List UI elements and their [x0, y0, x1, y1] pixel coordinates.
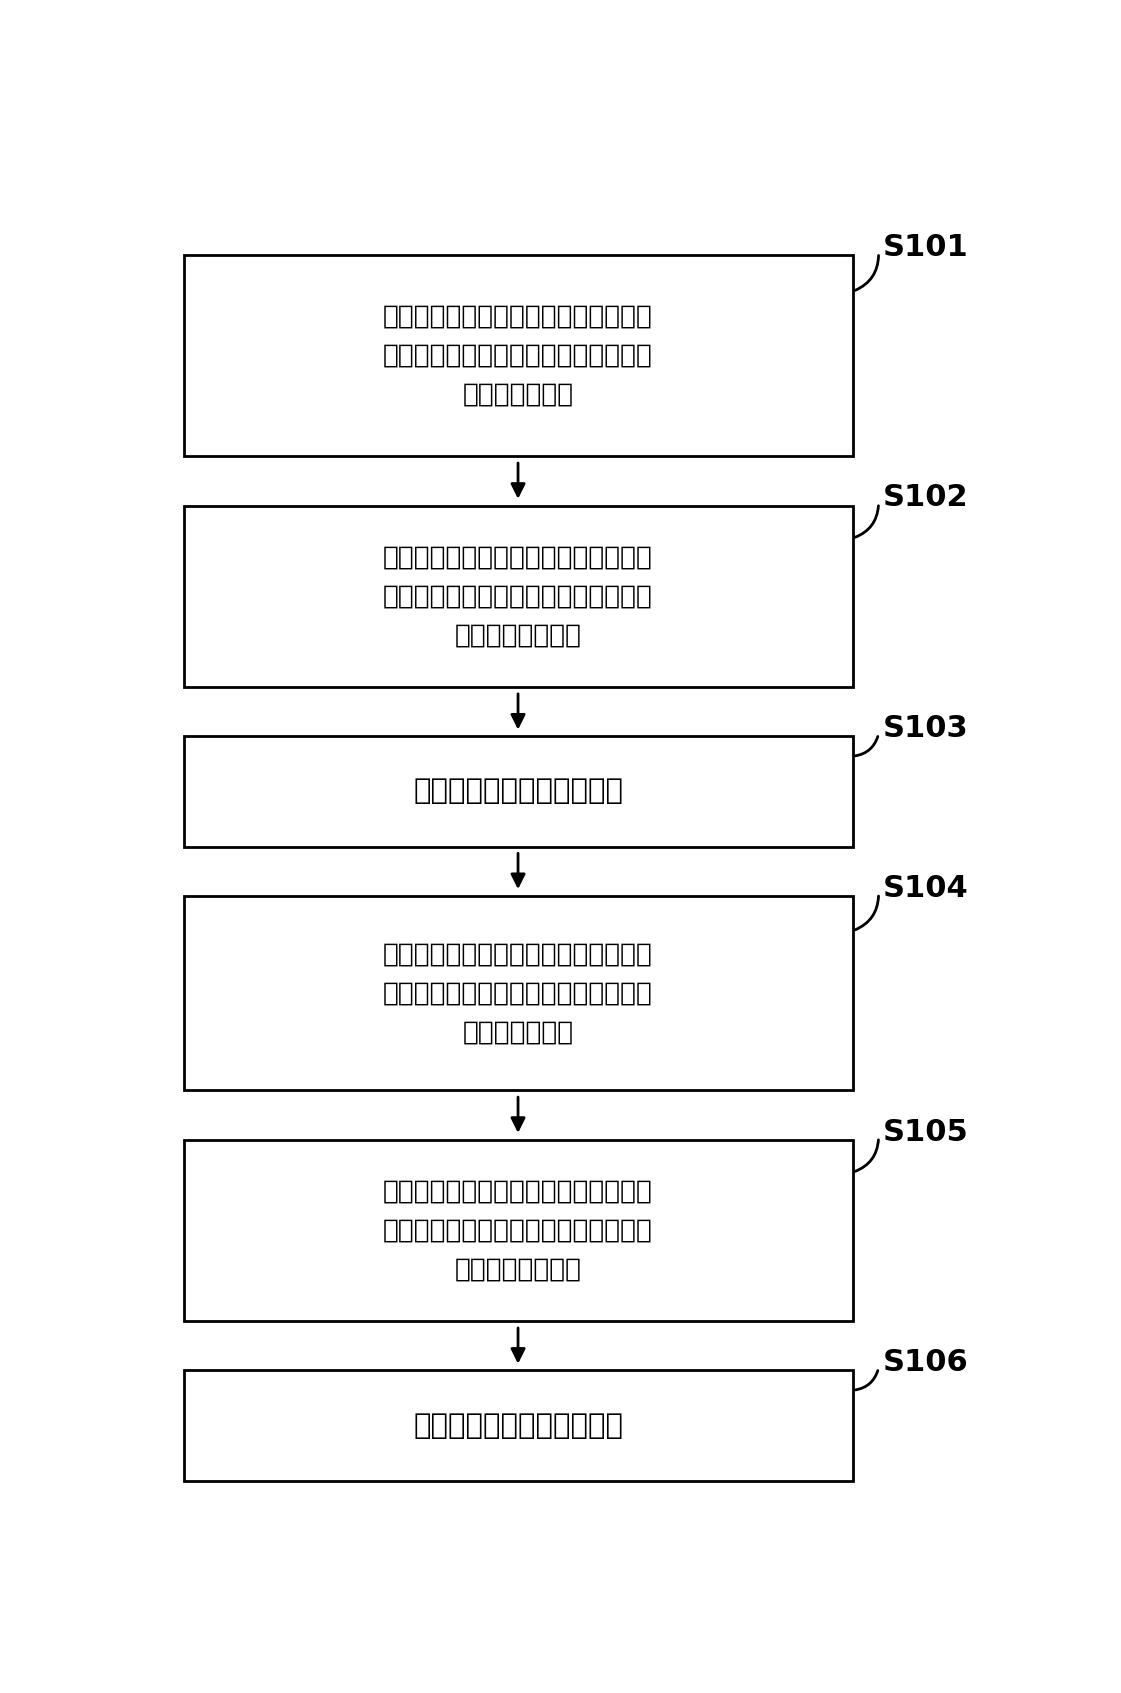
Bar — [184, 506, 852, 687]
Bar — [184, 256, 852, 457]
Bar — [184, 1370, 852, 1481]
Text: S102: S102 — [883, 484, 969, 513]
Text: 计算被测输电线路正序阻抗: 计算被测输电线路正序阻抗 — [413, 777, 623, 806]
Text: S106: S106 — [883, 1348, 969, 1378]
Bar — [184, 1139, 852, 1321]
Text: 根据首端相电压、首端相电流计算得到
首端单相正序阻抗电压基波向量和正序
阻抗电流基波向量: 根据首端相电压、首端相电流计算得到 首端单相正序阻抗电压基波向量和正序 阻抗电流… — [383, 545, 652, 648]
Text: 被测输电线路末端三相短路，首端施加
三相正序工频电压，测量得到首端相电
压和首端相电流: 被测输电线路末端三相短路，首端施加 三相正序工频电压，测量得到首端相电 压和首端… — [383, 303, 652, 408]
Text: S105: S105 — [883, 1117, 969, 1146]
Text: 根据首端相电压、首端相电流计算得到
首端单相正序导纳电压基波向量和正序
导纳电流基波向量: 根据首端相电压、首端相电流计算得到 首端单相正序导纳电压基波向量和正序 导纳电流… — [383, 1178, 652, 1282]
Text: S103: S103 — [883, 714, 969, 743]
Text: S104: S104 — [883, 874, 969, 902]
Text: 计算被测输电线路正序导纳: 计算被测输电线路正序导纳 — [413, 1412, 623, 1439]
Bar — [184, 736, 852, 846]
Text: 被测输电线路末端三相开路，首端施加
三相正序工频电压，测量得到首端相电
压、首端相电流: 被测输电线路末端三相开路，首端施加 三相正序工频电压，测量得到首端相电 压、首端… — [383, 941, 652, 1045]
Text: S101: S101 — [883, 234, 969, 262]
Bar — [184, 896, 852, 1090]
